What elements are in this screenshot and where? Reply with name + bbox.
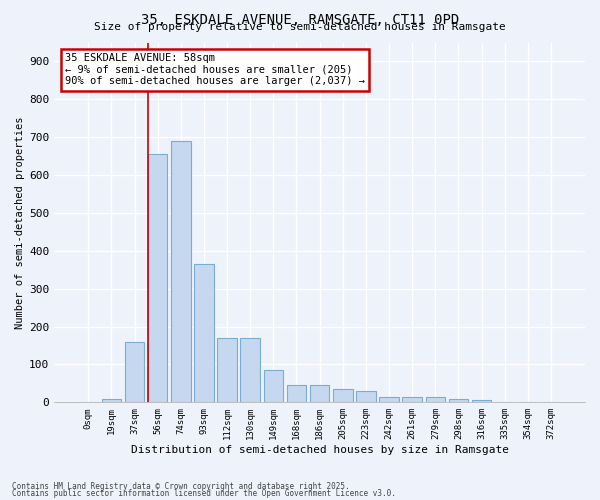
Bar <box>379 396 399 402</box>
Text: 35, ESKDALE AVENUE, RAMSGATE, CT11 0PD: 35, ESKDALE AVENUE, RAMSGATE, CT11 0PD <box>141 12 459 26</box>
Bar <box>287 384 307 402</box>
Bar <box>403 398 422 402</box>
Bar <box>356 391 376 402</box>
Bar <box>241 338 260 402</box>
Bar <box>194 264 214 402</box>
Text: Size of property relative to semi-detached houses in Ramsgate: Size of property relative to semi-detach… <box>94 22 506 32</box>
Bar <box>333 389 353 402</box>
Y-axis label: Number of semi-detached properties: Number of semi-detached properties <box>15 116 25 328</box>
Bar <box>263 370 283 402</box>
Bar <box>125 342 145 402</box>
Bar <box>425 398 445 402</box>
Bar <box>449 398 469 402</box>
X-axis label: Distribution of semi-detached houses by size in Ramsgate: Distribution of semi-detached houses by … <box>131 445 509 455</box>
Bar <box>472 400 491 402</box>
Text: Contains HM Land Registry data © Crown copyright and database right 2025.: Contains HM Land Registry data © Crown c… <box>12 482 350 491</box>
Bar <box>148 154 167 402</box>
Bar <box>171 141 191 403</box>
Bar <box>217 338 237 402</box>
Text: 35 ESKDALE AVENUE: 58sqm
← 9% of semi-detached houses are smaller (205)
90% of s: 35 ESKDALE AVENUE: 58sqm ← 9% of semi-de… <box>65 54 365 86</box>
Bar <box>310 384 329 402</box>
Bar <box>101 398 121 402</box>
Text: Contains public sector information licensed under the Open Government Licence v3: Contains public sector information licen… <box>12 489 396 498</box>
